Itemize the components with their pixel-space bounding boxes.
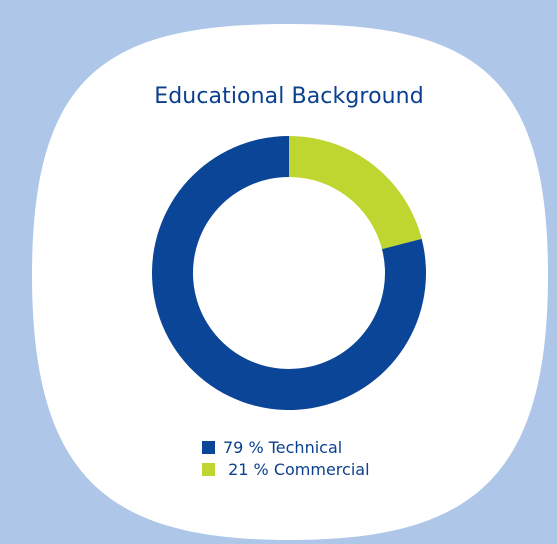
- legend-swatch-commercial: [202, 462, 215, 476]
- chart-title: Educational Background: [154, 84, 424, 109]
- donut-slice-technical: [152, 136, 427, 410]
- legend-item-technical: 79 % Technical: [202, 436, 370, 458]
- legend: 79 % Technical 21 % Commercial: [202, 436, 370, 480]
- donut-slice-commercial: [289, 136, 422, 250]
- legend-label-technical: 79 % Technical: [223, 437, 343, 457]
- legend-item-commercial: 21 % Commercial: [202, 458, 370, 480]
- legend-label-commercial: 21 % Commercial: [223, 459, 370, 479]
- card-shape: [32, 24, 548, 540]
- legend-swatch-technical: [202, 440, 215, 454]
